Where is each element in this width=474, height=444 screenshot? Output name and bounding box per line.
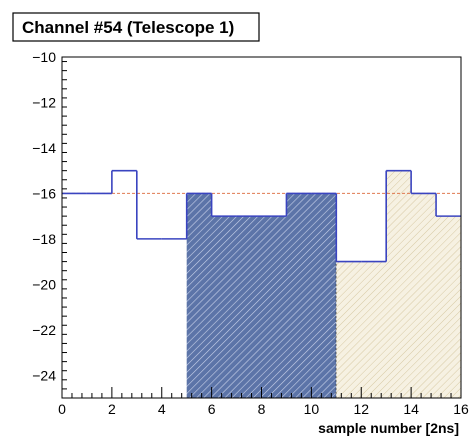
y-tick-label: −10 <box>32 49 56 65</box>
x-tick-label: 10 <box>304 401 320 417</box>
shaded-regions <box>186 170 461 398</box>
region-2 <box>336 170 461 398</box>
y-tick-label: −24 <box>32 367 56 383</box>
x-tick-label: 2 <box>108 401 116 417</box>
title-box <box>12 12 260 42</box>
y-tick-label: −16 <box>32 185 56 201</box>
y-tick-label: −18 <box>32 231 56 247</box>
y-tick-label: −12 <box>32 94 56 110</box>
y-tick-label: −14 <box>32 140 56 156</box>
x-axis: 0 2 4 6 8 10 12 14 16 <box>58 387 469 417</box>
x-tick-label: 8 <box>258 401 266 417</box>
x-tick-label: 4 <box>158 401 166 417</box>
chart-title: Channel #54 (Telescope 1) <box>22 18 234 37</box>
x-tick-label: 16 <box>453 401 469 417</box>
x-tick-label: 6 <box>208 401 216 417</box>
x-tick-label: 0 <box>58 401 66 417</box>
histogram-layer <box>62 169 461 263</box>
x-axis-title: sample number [2ns] <box>318 420 459 436</box>
y-axis: −24 −22 −20 −18 −16 −14 −12 −10 <box>32 49 67 399</box>
x-tick-label: 12 <box>353 401 369 417</box>
y-tick-label: −22 <box>32 322 56 338</box>
x-tick-label: 14 <box>403 401 419 417</box>
region-1 <box>186 193 337 398</box>
y-tick-label: −20 <box>32 276 56 292</box>
